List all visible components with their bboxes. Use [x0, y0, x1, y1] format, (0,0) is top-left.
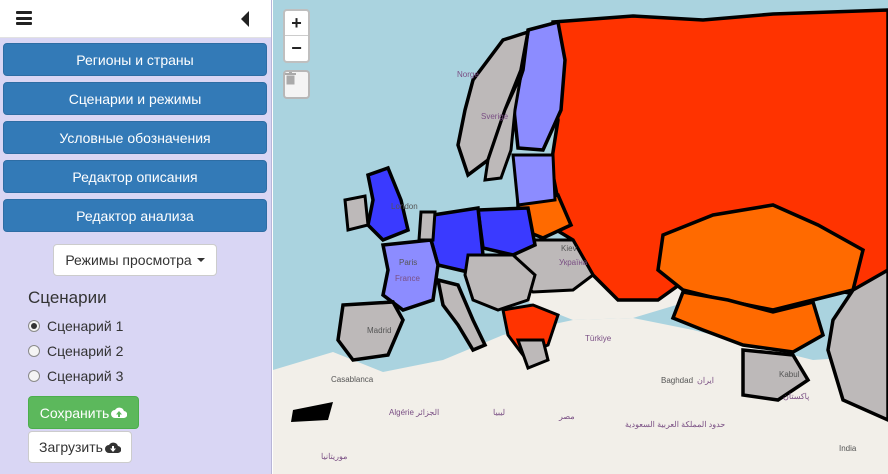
region-benelux — [417, 210, 437, 242]
region-italy — [435, 277, 488, 353]
region-afghanistan — [741, 348, 811, 402]
zoom-control: + − — [283, 9, 310, 63]
save-label: Сохранить — [39, 404, 110, 421]
trash-icon — [285, 72, 296, 85]
scenario-label: Сценарий 2 — [47, 343, 124, 359]
label-baghdad: Baghdad — [661, 376, 694, 385]
view-modes-dropdown[interactable]: Режимы просмотра — [53, 244, 217, 276]
radio-checked-icon[interactable] — [28, 320, 40, 332]
label-sverige: Sverige — [481, 112, 509, 121]
map-canvas[interactable] — [273, 0, 888, 474]
land-africa-mideast — [273, 318, 888, 474]
zoom-out-button[interactable]: − — [291, 38, 302, 58]
scenario-3-radio[interactable]: Сценарий 3 — [28, 367, 123, 385]
cloud-download-icon — [104, 442, 121, 453]
legend-button[interactable]: Условные обозначения — [3, 121, 267, 154]
scenario-1-radio[interactable]: Сценарий 1 — [28, 317, 123, 335]
hamburger-menu-icon[interactable] — [16, 11, 32, 25]
sidebar: Регионы и страны Сценарии и режимы Услов… — [0, 0, 272, 474]
view-modes-label: Режимы просмотра — [65, 252, 192, 268]
label-turkiye: Türkiye — [585, 334, 612, 343]
load-button[interactable]: Загрузить — [28, 431, 132, 463]
cloud-upload-icon — [111, 407, 128, 419]
region-ireland — [343, 194, 370, 232]
region-central-asia — [670, 290, 826, 354]
sidebar-header — [0, 0, 271, 38]
region-greece — [515, 338, 550, 370]
label-madrid: Madrid — [367, 326, 392, 335]
region-poland — [476, 206, 537, 257]
trash-button[interactable] — [283, 70, 310, 99]
analysis-editor-button[interactable]: Редактор анализа — [3, 199, 267, 232]
radio-unchecked-icon[interactable] — [28, 345, 40, 357]
label-morocco: موريتانيا — [321, 452, 348, 461]
radio-unchecked-icon[interactable] — [28, 370, 40, 382]
region-uk — [365, 165, 411, 243]
label-kabul: Kabul — [779, 370, 800, 379]
label-algerie: Algérie الجزائر — [389, 408, 440, 417]
region-france — [380, 238, 440, 312]
label-norge: Norge — [457, 70, 479, 79]
region-central-europe — [463, 253, 537, 312]
label-iran: ایران — [697, 376, 714, 385]
scenario-label: Сценарий 3 — [47, 368, 124, 384]
label-paris: Paris — [399, 258, 418, 267]
label-saudi: حدود المملكة العربية السعودية — [625, 420, 726, 429]
label-ukraina: Україна — [559, 258, 588, 267]
region-kazakhstan — [656, 203, 866, 312]
label-india: India — [839, 444, 857, 453]
label-france: France — [395, 274, 420, 283]
regions-countries-button[interactable]: Регионы и страны — [3, 43, 267, 76]
label-kiev: Kiev — [561, 244, 577, 253]
region-baltics — [511, 153, 557, 207]
region-china — [826, 267, 888, 422]
scenarios-title: Сценарии — [28, 288, 107, 307]
label-libya: ليبيا — [493, 408, 506, 417]
load-label: Загрузить — [39, 439, 103, 455]
scenario-label: Сценарий 1 — [47, 318, 124, 334]
label-pakistan: پاکستان — [783, 392, 810, 401]
zoom-in-button[interactable]: + — [285, 11, 308, 36]
label-casablanca: Casablanca — [331, 375, 374, 384]
map-view[interactable]: + − Norge Sverige London Paris France Ki… — [273, 0, 888, 474]
description-editor-button[interactable]: Редактор описания — [3, 160, 267, 193]
caret-down-icon — [196, 258, 205, 262]
label-london: London — [391, 202, 418, 211]
collapse-left-icon[interactable] — [241, 11, 249, 27]
region-spain — [336, 300, 405, 362]
save-button[interactable]: Сохранить — [28, 396, 139, 429]
label-misr: مصر — [559, 412, 575, 421]
region-north-africa-coast — [291, 402, 333, 422]
scenarios-modes-button[interactable]: Сценарии и режимы — [3, 82, 267, 115]
scenario-2-radio[interactable]: Сценарий 2 — [28, 342, 123, 360]
region-sweden — [483, 74, 523, 182]
